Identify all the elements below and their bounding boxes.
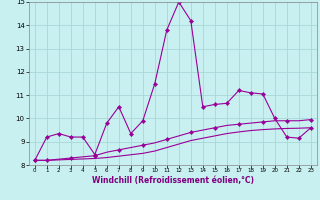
X-axis label: Windchill (Refroidissement éolien,°C): Windchill (Refroidissement éolien,°C) bbox=[92, 176, 254, 185]
